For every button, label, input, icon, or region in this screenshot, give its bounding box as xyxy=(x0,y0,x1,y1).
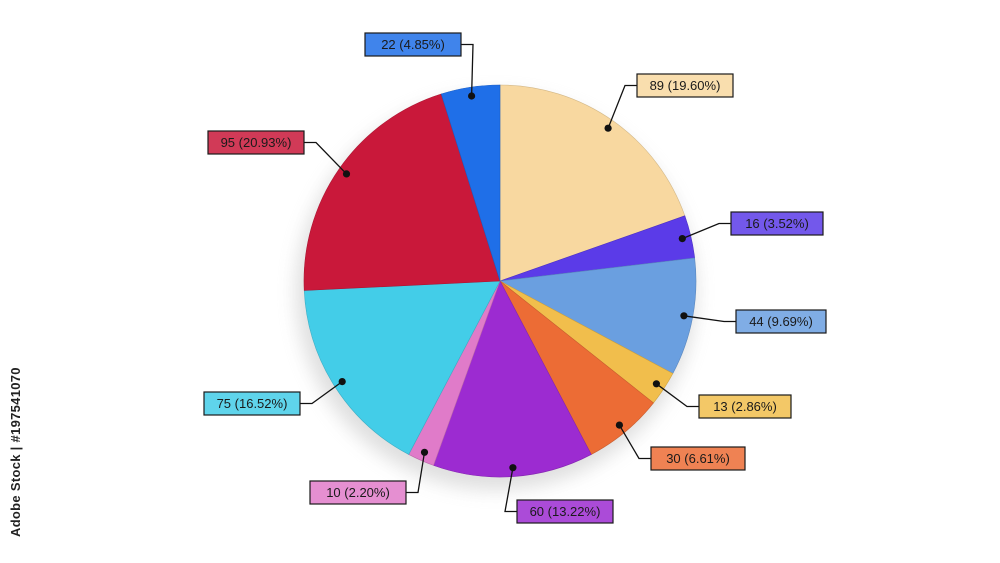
leader-dot xyxy=(338,378,346,386)
data-label-box xyxy=(636,73,734,98)
leader-line xyxy=(618,424,651,460)
leader-dot xyxy=(652,380,661,388)
data-label-box xyxy=(735,309,827,334)
data-label-box xyxy=(203,391,301,416)
data-label: 30 (6.61%) xyxy=(666,451,730,466)
leader-dot xyxy=(509,464,517,472)
leader-dot xyxy=(680,312,688,320)
leader-dot xyxy=(468,92,476,100)
leader-line xyxy=(656,383,699,408)
pie-labels: 89 (19.60%) 16 (3.52%) 44 (9.69%) 13 (2.86%… xyxy=(203,32,827,524)
data-label: 75 (16.52%) xyxy=(217,396,288,411)
leader-dot xyxy=(342,170,351,178)
leader-dot xyxy=(678,235,686,243)
leader-dot xyxy=(615,421,624,429)
data-label: 10 (2.20%) xyxy=(326,485,390,500)
leader-line xyxy=(406,452,426,494)
leader-line xyxy=(682,222,731,240)
data-label: 13 (2.86%) xyxy=(713,399,777,414)
leader-line xyxy=(607,84,637,129)
leader-line xyxy=(300,381,343,405)
data-label: 44 (9.69%) xyxy=(749,314,813,329)
data-label-box xyxy=(516,499,614,524)
data-label: 60 (13.22%) xyxy=(530,504,601,519)
data-label-box xyxy=(364,32,462,57)
leader-line xyxy=(683,315,736,323)
pie-slice xyxy=(433,280,592,478)
data-label: 16 (3.52%) xyxy=(745,216,809,231)
data-label-box xyxy=(730,211,824,236)
data-label: 22 (4.85%) xyxy=(381,37,445,52)
data-label-box xyxy=(207,130,305,155)
pie-slice xyxy=(303,93,501,291)
data-label-box xyxy=(698,394,792,419)
pie-slice xyxy=(440,84,501,282)
data-label: 89 (19.60%) xyxy=(650,78,721,93)
data-label-box xyxy=(650,446,746,471)
pie-slices xyxy=(303,84,697,478)
leader-line xyxy=(304,141,347,175)
leader-line xyxy=(461,43,474,97)
leader-dot xyxy=(420,448,429,456)
data-label-box xyxy=(309,480,407,505)
leader-dot xyxy=(604,124,612,132)
watermark-text: Adobe Stock | #197541070 xyxy=(8,367,23,537)
leader-line xyxy=(504,467,517,513)
data-label: 95 (20.93%) xyxy=(221,135,292,150)
